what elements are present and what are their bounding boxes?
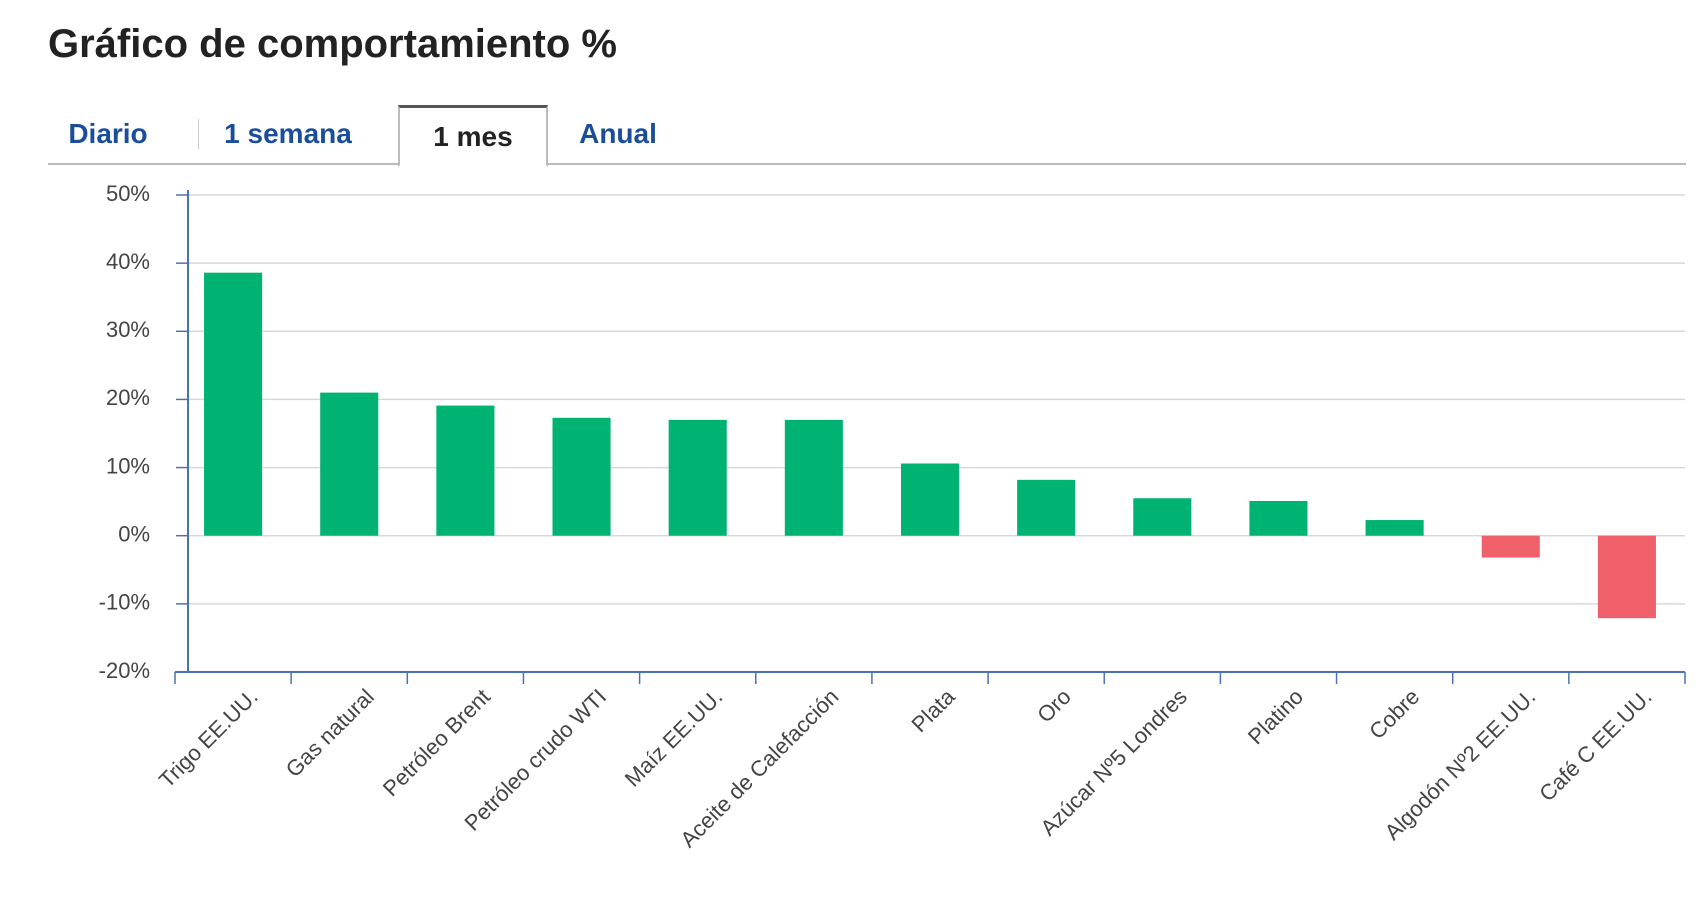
x-tick-label: Cobre <box>1364 684 1424 744</box>
tab-bar: Diario 1 semana 1 mes Anual <box>48 105 1686 167</box>
y-tick-label: 0% <box>118 522 150 547</box>
y-tick-label: -20% <box>99 658 150 683</box>
bar <box>436 405 495 536</box>
bar <box>900 463 960 536</box>
bar <box>1597 535 1656 619</box>
bar <box>1481 535 1540 558</box>
page-title: Gráfico de comportamiento % <box>48 22 617 66</box>
bar <box>1133 498 1192 536</box>
bar <box>784 419 843 536</box>
y-tick-label: -10% <box>99 590 150 615</box>
y-tick-label: 50% <box>106 181 150 206</box>
x-tick-label: Trigo EE.UU. <box>154 684 263 793</box>
tab[interactable]: 1 mes <box>398 105 548 167</box>
x-tick-label: Maíz EE.UU. <box>620 684 728 792</box>
bar <box>204 272 263 536</box>
bar <box>1249 500 1308 536</box>
x-tick-label: Platino <box>1243 684 1308 749</box>
x-tick-label: Oro <box>1032 684 1076 728</box>
tab-separator <box>198 119 199 149</box>
x-tick-label: Petróleo Brent <box>378 684 495 801</box>
bar <box>1017 479 1076 536</box>
y-tick-label: 20% <box>106 385 150 410</box>
x-tick-label: Gas natural <box>281 684 379 782</box>
tab[interactable]: Diario <box>68 118 148 149</box>
bar <box>668 419 727 536</box>
bar <box>320 392 379 536</box>
tab[interactable]: 1 semana <box>224 118 352 149</box>
x-tick-label: Café C EE.UU. <box>1534 684 1656 806</box>
y-tick-label: 40% <box>106 249 150 274</box>
bar <box>1365 520 1424 536</box>
y-tick-label: 30% <box>106 317 150 342</box>
bar <box>552 417 611 536</box>
tab[interactable]: Anual <box>579 118 657 149</box>
y-tick-label: 10% <box>106 453 150 478</box>
x-tick-label: Plata <box>907 683 961 737</box>
